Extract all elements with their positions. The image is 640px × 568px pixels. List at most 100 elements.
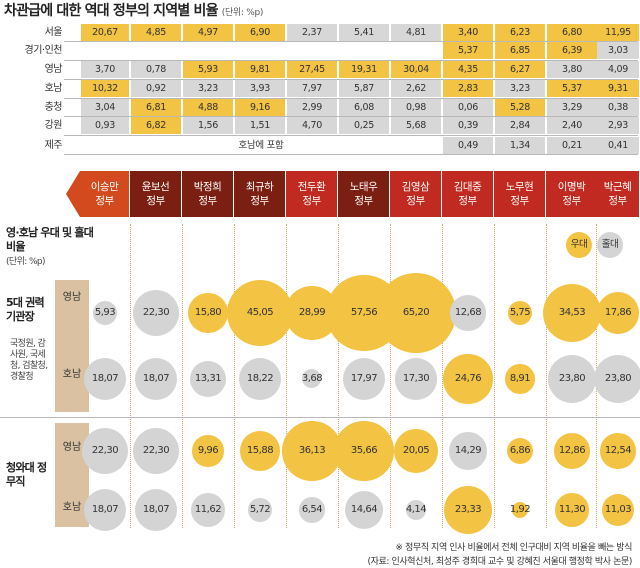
table-cell: 5,37 bbox=[547, 80, 597, 97]
series-label: 영남 bbox=[62, 442, 82, 453]
table-cell: 0,38 bbox=[597, 99, 639, 116]
bubble bbox=[444, 486, 492, 534]
bubble-label: 57,56 bbox=[350, 307, 378, 318]
region-label-3: 호남 bbox=[44, 83, 63, 94]
table-cell: 4,35 bbox=[443, 61, 493, 78]
group-note-agencies: 국정원, 감사원, 국세청, 검찰청, 경찰청 bbox=[10, 339, 48, 382]
bubble bbox=[376, 273, 456, 353]
bubble-label: 34,53 bbox=[558, 307, 586, 318]
government-header: 노태우 정부 bbox=[338, 171, 389, 217]
government-header: 이승만 정부 bbox=[80, 171, 129, 217]
bubble-label: 20,05 bbox=[402, 445, 430, 456]
table-cell: 3,23 bbox=[495, 80, 545, 97]
bubble-label: 11,62 bbox=[194, 504, 222, 515]
bubble bbox=[601, 493, 635, 527]
government-header: 전두환 정부 bbox=[286, 171, 337, 217]
table-cell: 9,16 bbox=[235, 99, 285, 116]
table-cell: 0,41 bbox=[597, 137, 639, 154]
bubble-label: 22,30 bbox=[142, 445, 170, 456]
table-cell: 3,93 bbox=[235, 80, 285, 97]
series-label: 영남 bbox=[62, 292, 82, 303]
region-label-4: 충청 bbox=[44, 102, 63, 113]
chart-title: 차관급에 대한 역대 정부의 지역별 비율 (단위: %p) bbox=[4, 0, 263, 20]
bubble-label: 5,75 bbox=[509, 307, 531, 318]
bubble-label: 1,92 bbox=[509, 504, 531, 515]
column-divider bbox=[286, 224, 287, 528]
table-cell: 2,93 bbox=[597, 117, 639, 134]
column-divider bbox=[130, 224, 131, 528]
bubble bbox=[593, 354, 640, 404]
table-cell: 3,70 bbox=[81, 61, 129, 78]
table-cell: 0,92 bbox=[131, 80, 181, 97]
bubble-unit: (단위: %p) bbox=[6, 257, 46, 267]
table-cell: 3,04 bbox=[81, 99, 129, 116]
bubble bbox=[132, 289, 180, 337]
column-divider bbox=[442, 224, 443, 528]
group-separator bbox=[0, 417, 640, 418]
table-divider bbox=[64, 60, 638, 61]
table-cell: 19,31 bbox=[339, 61, 389, 78]
bubble bbox=[282, 421, 342, 481]
bubble-label: 65,20 bbox=[402, 307, 430, 318]
table-cell: 2,99 bbox=[287, 99, 337, 116]
table-cell: 4,85 bbox=[131, 24, 181, 41]
bubble bbox=[547, 354, 597, 404]
table-cell: 1,56 bbox=[183, 117, 233, 134]
bubble-label: 6,86 bbox=[509, 445, 531, 456]
region-label-6: 제주 bbox=[44, 140, 63, 151]
table-cell: 6,08 bbox=[339, 99, 389, 116]
table-cell: 6,23 bbox=[495, 24, 545, 41]
table-cell: 0,25 bbox=[339, 117, 389, 134]
series-label: 호남 bbox=[62, 502, 82, 513]
table-cell: 3,40 bbox=[443, 24, 493, 41]
table-cell: 0,49 bbox=[443, 137, 493, 154]
table-cell: 5,37 bbox=[443, 42, 493, 59]
bubble bbox=[508, 301, 532, 325]
table-cell: 30,04 bbox=[391, 61, 441, 78]
bubble-label: 13,31 bbox=[194, 373, 222, 384]
jeju-note: 호남에 포함 bbox=[238, 140, 284, 151]
bubble bbox=[554, 433, 590, 469]
bubble-label: 8,91 bbox=[509, 373, 531, 384]
table-cell: 3,80 bbox=[547, 61, 597, 78]
title-unit: (단위: %p) bbox=[221, 8, 264, 18]
bubble bbox=[226, 279, 294, 347]
table-cell: 4,70 bbox=[287, 117, 337, 134]
column-divider bbox=[182, 224, 183, 528]
table-cell: 2,62 bbox=[391, 80, 441, 97]
bubble bbox=[132, 427, 180, 475]
bubble bbox=[134, 357, 178, 401]
table-cell: 9,31 bbox=[597, 80, 639, 97]
bubble-label: 18,07 bbox=[142, 373, 170, 384]
table-cell: 9,81 bbox=[235, 61, 285, 78]
bubble bbox=[449, 432, 487, 470]
table-cell: 0,06 bbox=[443, 99, 493, 116]
bubble bbox=[189, 360, 227, 398]
government-header: 김대중 정부 bbox=[442, 171, 493, 217]
table-divider bbox=[64, 135, 638, 136]
footnote-method: ※ 정무직 지역 인사 비율에서 전체 인구대비 지역 비율을 빼는 방식 bbox=[395, 543, 632, 553]
table-cell: 4,81 bbox=[391, 24, 441, 41]
table-divider bbox=[64, 79, 638, 80]
table-cell: 5,68 bbox=[391, 117, 441, 134]
table-cell: 5,93 bbox=[183, 61, 233, 78]
table-cell: 6,85 bbox=[495, 42, 545, 59]
bubble-section-title: 영·호남 우대 및 홀대 비율 bbox=[6, 226, 94, 253]
table-cell: 2,40 bbox=[547, 117, 597, 134]
bubble bbox=[334, 421, 394, 481]
government-header: 노무현 정부 bbox=[494, 171, 545, 217]
title-text: 차관급에 대한 역대 정부의 지역별 비율 bbox=[4, 3, 218, 19]
table-cell: 3,03 bbox=[597, 42, 639, 59]
bubble-label: 5,93 bbox=[94, 307, 116, 318]
table-divider bbox=[64, 41, 638, 42]
region-label-1: 경기·인천 bbox=[24, 45, 63, 56]
region-side-band bbox=[55, 280, 89, 412]
bubble-label: 23,80 bbox=[558, 373, 586, 384]
region-label-0: 서울 bbox=[44, 27, 63, 38]
table-cell: 3,23 bbox=[183, 80, 233, 97]
bubble-label: 14,64 bbox=[350, 504, 378, 515]
bubble bbox=[443, 354, 493, 404]
table-cell: 3,29 bbox=[547, 99, 597, 116]
bubble-label: 17,86 bbox=[604, 307, 632, 318]
bubble-label: 24,76 bbox=[454, 373, 482, 384]
